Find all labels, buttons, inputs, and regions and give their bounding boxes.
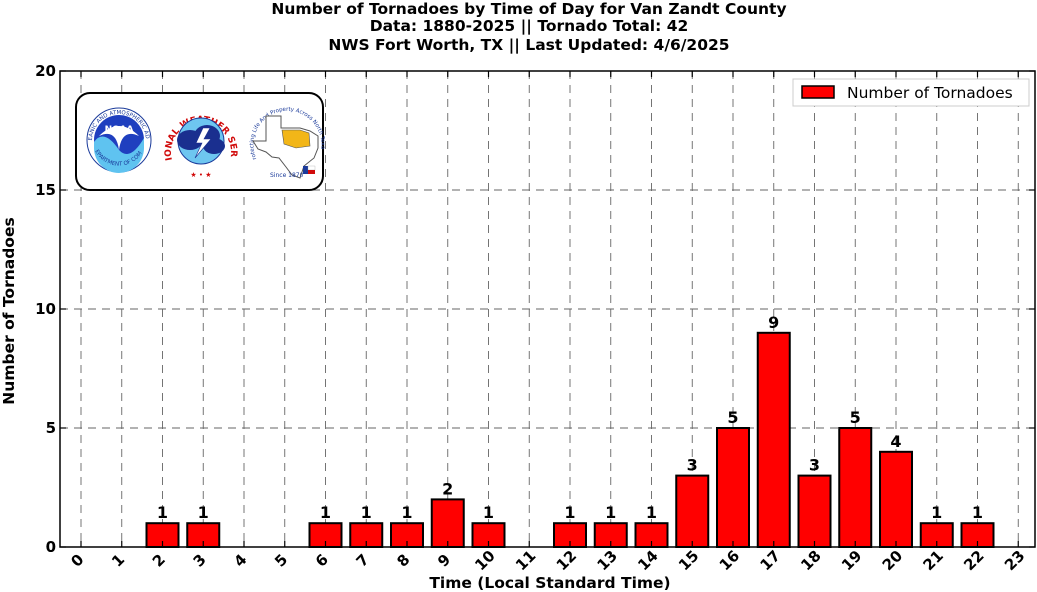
x-tick-label: 16 — [716, 547, 743, 574]
x-tick-label: 12 — [553, 547, 580, 574]
x-tick-label: 19 — [838, 547, 865, 574]
bar-hour-15 — [675, 474, 710, 549]
data-label-hour-7: 1 — [361, 503, 372, 522]
x-tick-label: 0 — [67, 550, 87, 570]
x-tick-label: 8 — [393, 550, 413, 570]
y-tick-label: 10 — [35, 300, 56, 318]
nws-lightning-icon — [194, 127, 212, 159]
bar-hour-19 — [838, 427, 873, 548]
noaa-wordmark: NOAA — [105, 125, 134, 135]
data-label-hour-18: 3 — [809, 456, 820, 475]
x-tick-label: 5 — [271, 550, 291, 570]
x-tick-label: 6 — [312, 550, 332, 570]
logo-panel: NOAA NATIONAL OCEANIC AND ATMOSPHERIC AD… — [0, 0, 325, 191]
x-tick-label: 10 — [471, 547, 498, 574]
x-tick-label: 1 — [108, 550, 128, 570]
legend-box — [792, 78, 1030, 107]
data-label-hour-3: 1 — [198, 503, 209, 522]
y-tick-label: 20 — [35, 62, 56, 80]
noaa-bird — [99, 126, 139, 150]
y-axis-label: Number of Tornadoes — [0, 217, 18, 404]
x-tick-label: 21 — [919, 547, 946, 574]
nwsfw-since-text: Since 1870 — [270, 172, 304, 179]
x-tick-label: 18 — [797, 547, 824, 574]
x-tick-label: 7 — [353, 550, 373, 570]
data-label-hour-17: 9 — [768, 313, 779, 332]
data-label-hour-9: 2 — [442, 479, 453, 498]
data-label-hour-22: 1 — [972, 503, 983, 522]
x-tick-label: 15 — [675, 547, 702, 574]
chart-title-line-3: NWS Fort Worth, TX || Last Updated: 4/6/… — [328, 36, 729, 55]
x-tick-label: 4 — [230, 550, 250, 570]
legend-label: Number of Tornadoes — [847, 84, 1013, 102]
bar-hour-9 — [430, 498, 465, 548]
chart-title-line-1: Number of Tornadoes by Time of Day for V… — [271, 0, 786, 18]
data-label-hour-10: 1 — [483, 503, 494, 522]
x-tick-label: 3 — [190, 550, 210, 570]
bar-hour-18 — [797, 474, 832, 549]
x-tick-label: 11 — [512, 547, 539, 574]
data-label-hour-15: 3 — [687, 456, 698, 475]
x-tick-label: 2 — [149, 550, 169, 570]
data-label-hour-12: 1 — [564, 503, 575, 522]
data-label-hour-16: 5 — [727, 408, 738, 427]
y-tick-label: 15 — [35, 181, 56, 199]
data-label-hour-21: 1 — [931, 503, 942, 522]
y-tick-label: 5 — [46, 419, 56, 437]
nws-star-icon: ★ • ★ — [190, 171, 211, 179]
data-label-hour-13: 1 — [605, 503, 616, 522]
texas-flag-blue-icon — [303, 166, 308, 174]
noaa-wave — [94, 136, 144, 173]
north-texas-region-icon — [281, 129, 311, 149]
x-tick-label: 13 — [593, 547, 620, 574]
x-tick-label: 20 — [879, 547, 906, 574]
y-tick-label: 0 — [46, 538, 56, 556]
data-label-hour-19: 5 — [850, 408, 861, 427]
data-label-hour-20: 4 — [890, 432, 901, 451]
x-tick-label: 14 — [634, 547, 661, 574]
x-tick-label: 17 — [756, 547, 783, 574]
x-tick-label: 22 — [960, 547, 987, 574]
bar-hour-16 — [716, 427, 750, 548]
data-label-hour-8: 1 — [401, 503, 412, 522]
data-label-hour-2: 1 — [157, 503, 168, 522]
x-tick-label: 23 — [1001, 547, 1028, 574]
x-tick-label: 9 — [434, 550, 454, 570]
texas-flag-white-icon — [307, 165, 316, 171]
bar-hour-20 — [879, 450, 913, 548]
data-labels: 1 1 1 1 1 2 1 1 1 1 3 5 9 3 5 4 1 1 — [157, 313, 983, 522]
legend: Number of Tornadoes — [792, 78, 1030, 107]
texas-flag-red-icon — [308, 170, 315, 174]
data-label-hour-6: 1 — [320, 503, 331, 522]
data-label-hour-14: 1 — [646, 503, 657, 522]
bar-hour-17 — [756, 331, 791, 548]
chart-title-line-2: Data: 1880-2025 || Tornado Total: 42 — [370, 17, 689, 36]
legend-swatch — [801, 85, 835, 99]
x-axis-label: Time (Local Standard Time) — [429, 574, 670, 592]
